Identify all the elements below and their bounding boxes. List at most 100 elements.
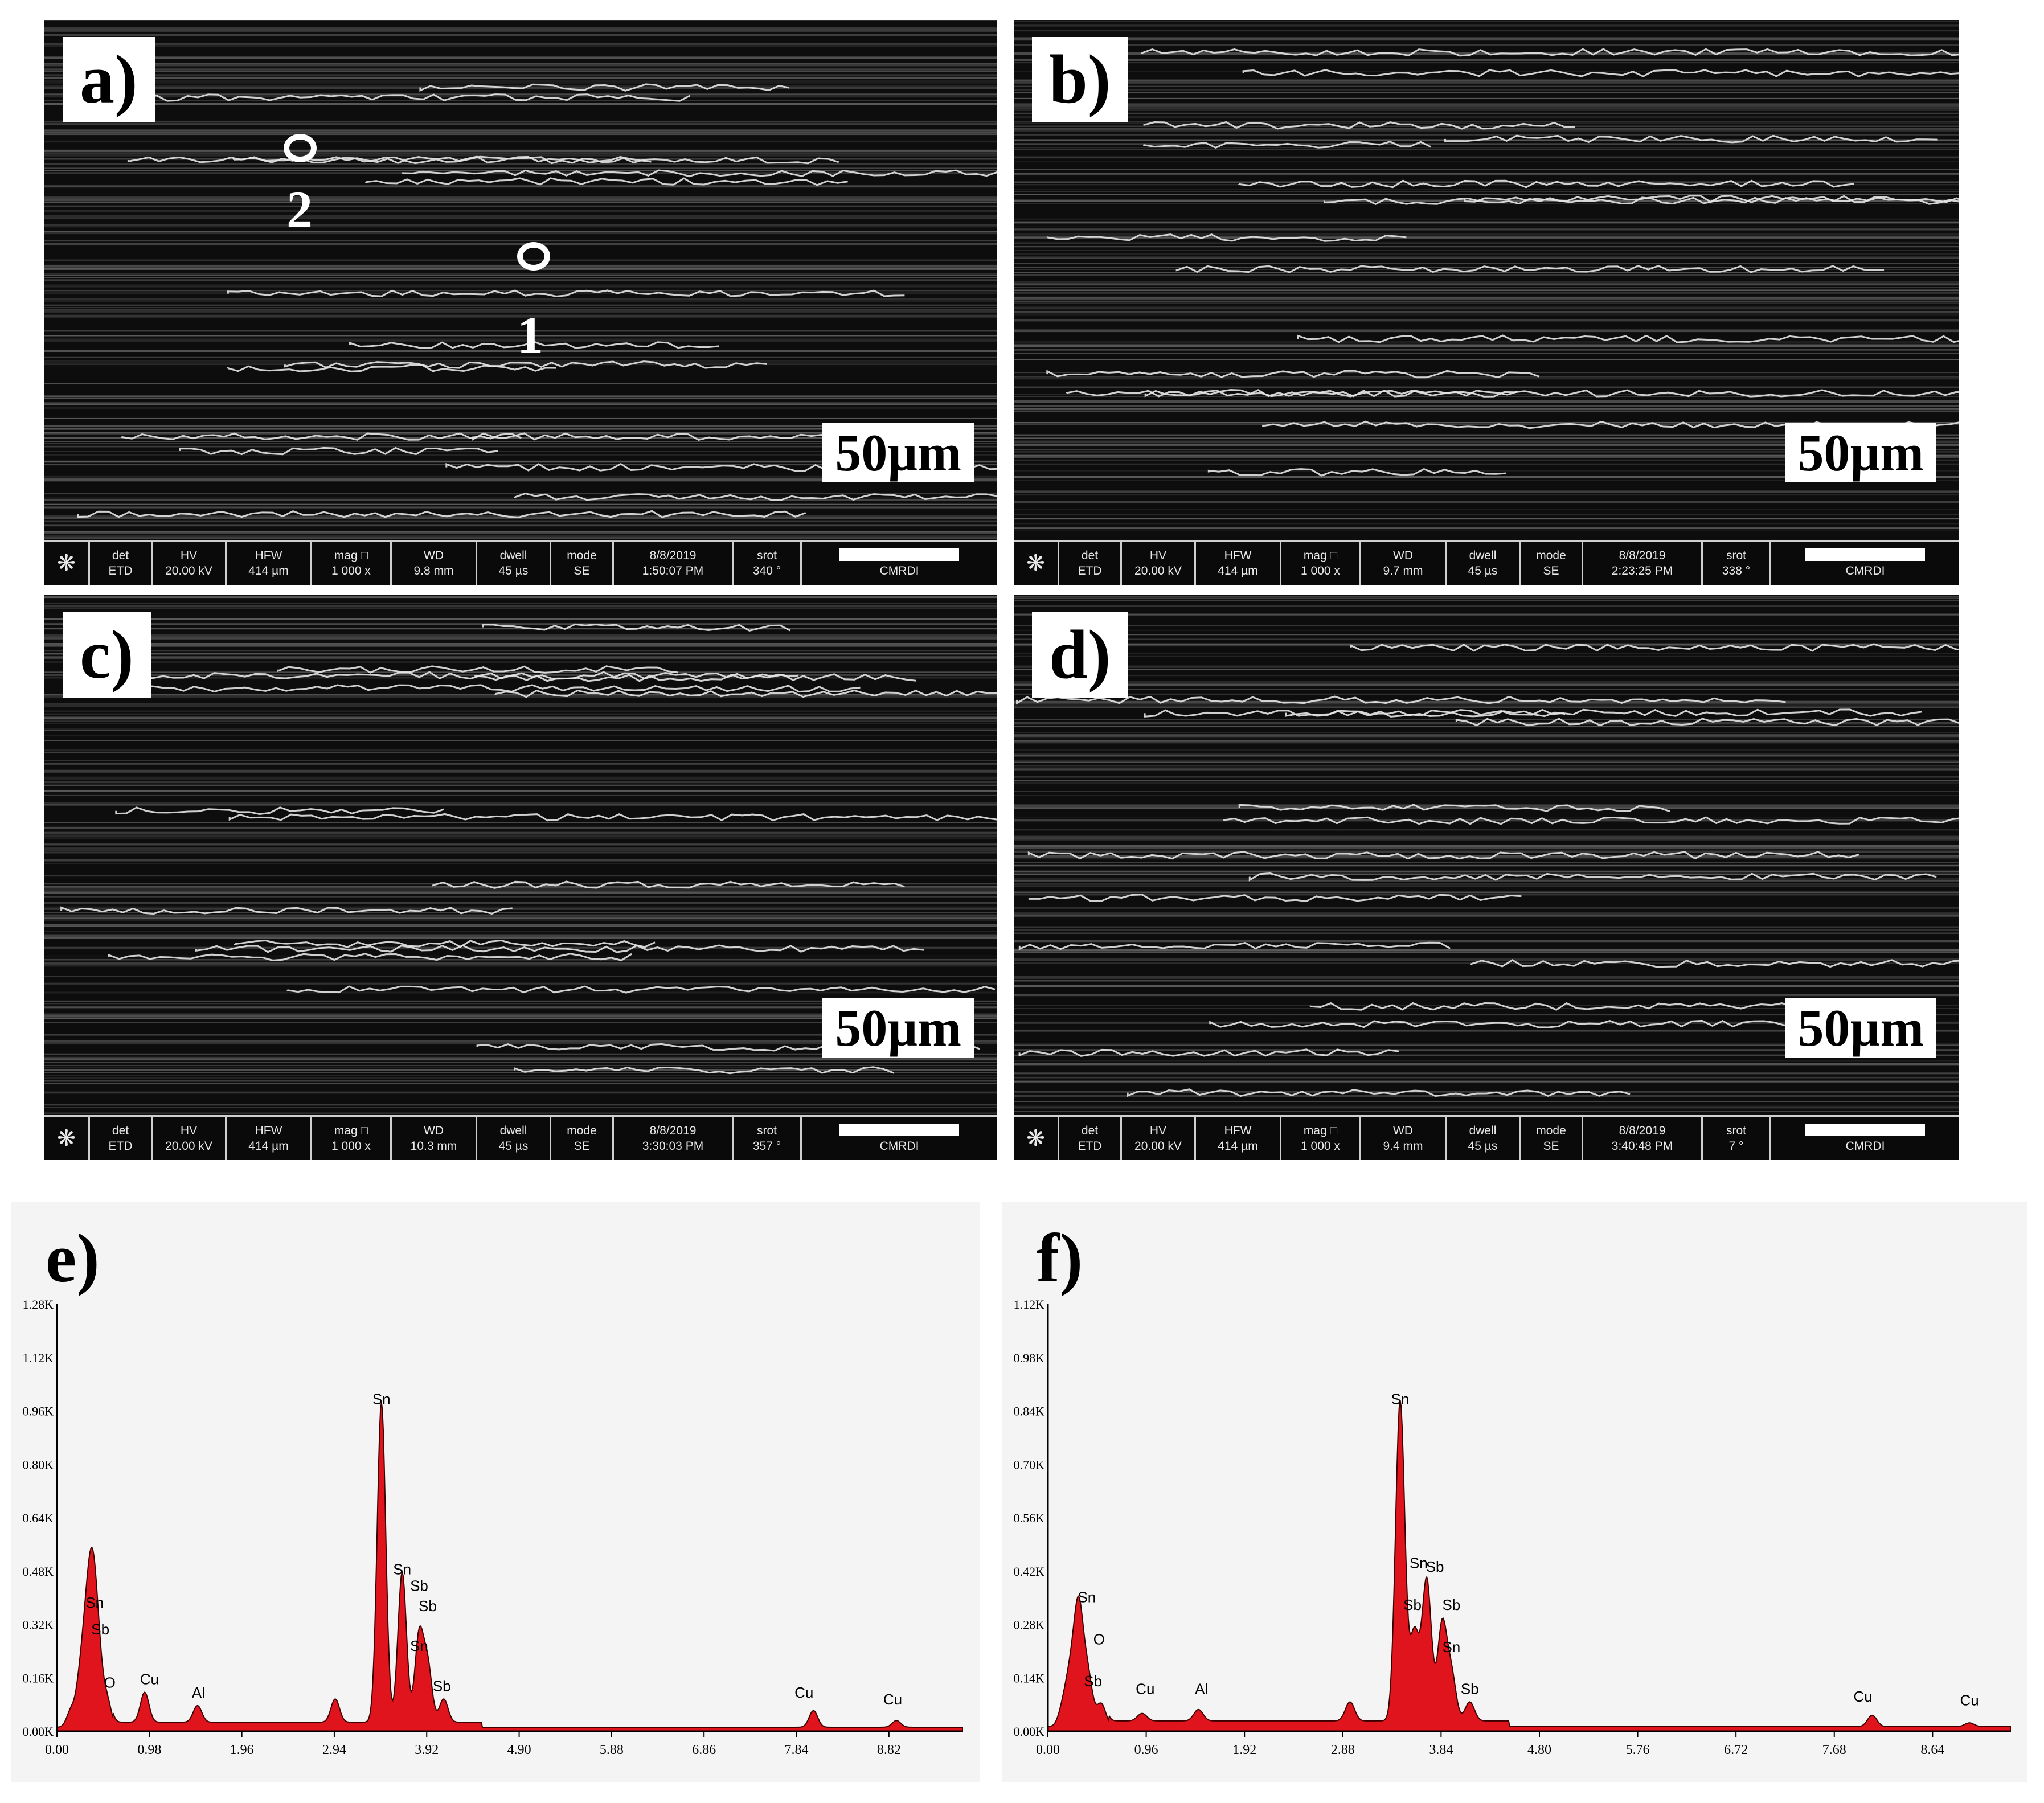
info-key: srot	[756, 549, 777, 562]
instrument-logo-icon: ❋	[44, 542, 90, 585]
instrument-logo-icon: ❋	[44, 1117, 90, 1160]
x-tick-label: 8.64	[1920, 1743, 1944, 1757]
info-value: SE	[574, 1140, 590, 1153]
panel-label: e)	[46, 1220, 100, 1297]
info-value: 20.00 kV	[1134, 1140, 1182, 1153]
panel-label: f)	[1037, 1220, 1083, 1297]
peak-annotation: Sb	[91, 1621, 109, 1638]
info-value: ETD	[1078, 564, 1102, 577]
scale-bar	[839, 548, 959, 561]
info-value: 414 µm	[248, 1140, 289, 1153]
info-key: HV	[180, 549, 198, 562]
info-key: 8/8/2019	[649, 1124, 697, 1137]
y-tick-label: 0.70K	[1014, 1457, 1045, 1472]
instrument-logo-icon: ❋	[1014, 542, 1059, 585]
sem-texture	[44, 20, 997, 542]
y-tick-label: 0.00K	[23, 1724, 54, 1739]
info-key: HV	[1149, 1124, 1167, 1137]
y-tick-label: 0.48K	[23, 1564, 54, 1579]
peak-annotation: Sn	[393, 1560, 411, 1577]
scale-bar	[1805, 548, 1925, 561]
peak-annotation: Sn	[372, 1391, 391, 1408]
info-key: dwell	[1469, 1124, 1497, 1137]
scale-bar	[839, 1123, 959, 1136]
info-cell: mode SE	[551, 1117, 614, 1160]
scale-cell: CMRDI	[1771, 542, 1959, 585]
info-cell: HFW 414 µm	[227, 1117, 312, 1160]
y-tick-label: 0.16K	[23, 1671, 54, 1685]
info-key: det	[1081, 1124, 1099, 1137]
info-cell: HFW 414 µm	[1196, 1117, 1281, 1160]
info-cell: WD 9.7 mm	[1361, 542, 1447, 585]
info-cell: mode SE	[1521, 1117, 1583, 1160]
info-key: HFW	[1224, 1124, 1252, 1137]
lab-name: CMRDI	[1845, 564, 1885, 577]
analysis-spot-number: 2	[286, 181, 313, 239]
info-cell: mag □ 1 000 x	[1281, 1117, 1361, 1160]
spectrum-area	[56, 1402, 963, 1732]
info-key: WD	[1393, 1124, 1413, 1137]
x-tick-label: 6.86	[692, 1743, 716, 1757]
peak-annotation: Sb	[1403, 1596, 1422, 1613]
info-cell: WD 9.8 mm	[392, 542, 477, 585]
info-cell: HV 20.00 kV	[153, 542, 227, 585]
x-tick-label: 8.82	[877, 1743, 901, 1757]
info-cell: dwell 45 µs	[477, 542, 551, 585]
info-key: WD	[424, 1124, 444, 1137]
x-tick-label: 3.92	[415, 1743, 439, 1757]
sem-texture	[1014, 20, 1959, 531]
info-value: 338 °	[1722, 564, 1751, 577]
panel-label: c)	[63, 612, 151, 698]
info-cell: 8/8/2019 2:23:25 PM	[1583, 542, 1703, 585]
peak-annotation: Cu	[883, 1691, 902, 1708]
x-tick-label: 1.92	[1232, 1743, 1256, 1757]
info-cell: srot 7 °	[1703, 1117, 1771, 1160]
peak-annotation: Sn	[1410, 1554, 1428, 1571]
info-value: 414 µm	[1218, 564, 1258, 577]
instrument-logo-icon: ❋	[1014, 1117, 1059, 1160]
info-key: mag □	[334, 1124, 368, 1137]
peak-annotation: Sb	[1084, 1673, 1102, 1690]
info-value: 9.8 mm	[413, 564, 454, 577]
peak-annotation: Sn	[85, 1594, 104, 1611]
info-cell: HV 20.00 kV	[1122, 1117, 1196, 1160]
x-tick-label: 3.84	[1429, 1743, 1453, 1757]
info-value: 357 °	[752, 1140, 781, 1153]
y-tick-label: 0.42K	[1014, 1564, 1045, 1579]
info-value: 1 000 x	[1301, 1140, 1340, 1153]
info-key: HFW	[1224, 549, 1252, 562]
lab-name: CMRDI	[879, 1139, 919, 1153]
scale-bar-label: 50µm	[822, 998, 974, 1058]
x-tick-label: 2.94	[322, 1743, 346, 1757]
sem-panel-b: b) 50µm ❋ det ETD HV 20.00 kV HFW 414 µm mag □ 1 0…	[1014, 20, 1959, 585]
analysis-spot-number: 1	[517, 306, 543, 364]
info-value: 3:30:03 PM	[642, 1140, 704, 1153]
info-value: 45 µs	[1468, 1140, 1498, 1153]
x-tick-label: 0.98	[137, 1743, 161, 1757]
peak-annotation: O	[1093, 1630, 1105, 1648]
info-key: WD	[424, 549, 444, 562]
peak-annotation: Cu	[1136, 1680, 1154, 1697]
y-tick-label: 0.96K	[23, 1404, 54, 1419]
x-tick-label: 0.96	[1134, 1743, 1158, 1757]
peak-annotation: Sn	[1442, 1638, 1460, 1656]
eds-spectrum-f: 0.00K 0.14K 0.28K 0.42K 0.56K 0.70K 0.84K 0.98K…	[1002, 1202, 2027, 1782]
peak-annotation: Cu	[794, 1684, 813, 1701]
info-value: 9.7 mm	[1383, 564, 1423, 577]
info-cell: det ETD	[1059, 1117, 1122, 1160]
y-tick-label: 0.28K	[1014, 1618, 1045, 1632]
info-cell: mag □ 1 000 x	[1281, 542, 1361, 585]
y-tick-label: 1.12K	[1014, 1297, 1045, 1312]
scale-cell: CMRDI	[802, 542, 997, 585]
y-tick-label: 0.32K	[23, 1618, 54, 1632]
info-cell: 8/8/2019 3:30:03 PM	[614, 1117, 734, 1160]
info-key: HV	[180, 1124, 198, 1137]
x-tick-label: 0.00	[1036, 1743, 1060, 1757]
info-cell: HFW 414 µm	[1196, 542, 1281, 585]
eds-chart-svg: 0.00K 0.16K 0.32K 0.48K 0.64K 0.80K 0.96K 1.12K…	[23, 1297, 963, 1757]
info-value: 7 °	[1728, 1140, 1744, 1153]
scale-cell: CMRDI	[1771, 1117, 1959, 1160]
info-value: 414 µm	[248, 564, 289, 577]
x-tick-label: 7.84	[785, 1743, 809, 1757]
x-tick-label: 0.00	[45, 1743, 69, 1757]
